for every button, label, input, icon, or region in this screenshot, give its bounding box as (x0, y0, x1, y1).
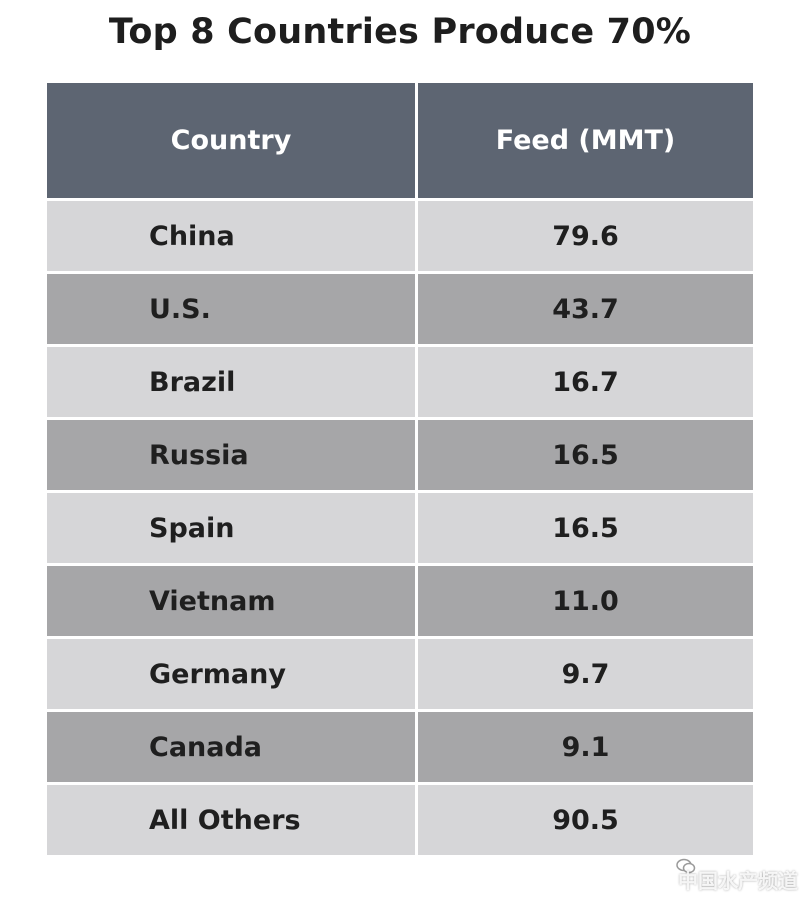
feed-value-cell: 9.1 (418, 712, 753, 782)
country-cell: U.S. (47, 274, 415, 344)
chart-title: Top 8 Countries Produce 70% (108, 12, 692, 52)
table-row: China 79.6 (47, 201, 753, 271)
country-cell: China (47, 201, 415, 271)
country-cell: All Others (47, 785, 415, 855)
table-row: Brazil 16.7 (47, 347, 753, 417)
feed-value-cell: 11.0 (418, 566, 753, 636)
feed-value-cell: 79.6 (418, 201, 753, 271)
table-row: Germany 9.7 (47, 639, 753, 709)
table-row: Russia 16.5 (47, 420, 753, 490)
country-cell: Germany (47, 639, 415, 709)
feed-value-cell: 90.5 (418, 785, 753, 855)
feed-value-cell: 16.5 (418, 420, 753, 490)
feed-value-cell: 16.7 (418, 347, 753, 417)
country-cell: Russia (47, 420, 415, 490)
feed-value-cell: 16.5 (418, 493, 753, 563)
table-body: China 79.6 U.S. 43.7 Brazil 16.7 Russia 16.5 Spa… (47, 201, 753, 855)
feed-value-cell: 43.7 (418, 274, 753, 344)
table-row: Canada 9.1 (47, 712, 753, 782)
feed-table: Country Feed (MMT) China 79.6 U.S. 43.7 Braz… (44, 80, 756, 858)
country-cell: Brazil (47, 347, 415, 417)
country-cell: Canada (47, 712, 415, 782)
header-country: Country (47, 83, 415, 198)
feed-table-container: Country Feed (MMT) China 79.6 U.S. 43.7 Braz… (47, 83, 753, 855)
table-row: Spain 16.5 (47, 493, 753, 563)
feed-value-cell: 9.7 (418, 639, 753, 709)
header-feed: Feed (MMT) (418, 83, 753, 198)
table-row: U.S. 43.7 (47, 274, 753, 344)
watermark-text: 中国水产频道 (678, 869, 798, 893)
header-row: Country Feed (MMT) (47, 83, 753, 198)
wechat-icon (676, 858, 696, 874)
table-row: Vietnam 11.0 (47, 566, 753, 636)
country-cell: Spain (47, 493, 415, 563)
country-cell: Vietnam (47, 566, 415, 636)
table-row: All Others 90.5 (47, 785, 753, 855)
